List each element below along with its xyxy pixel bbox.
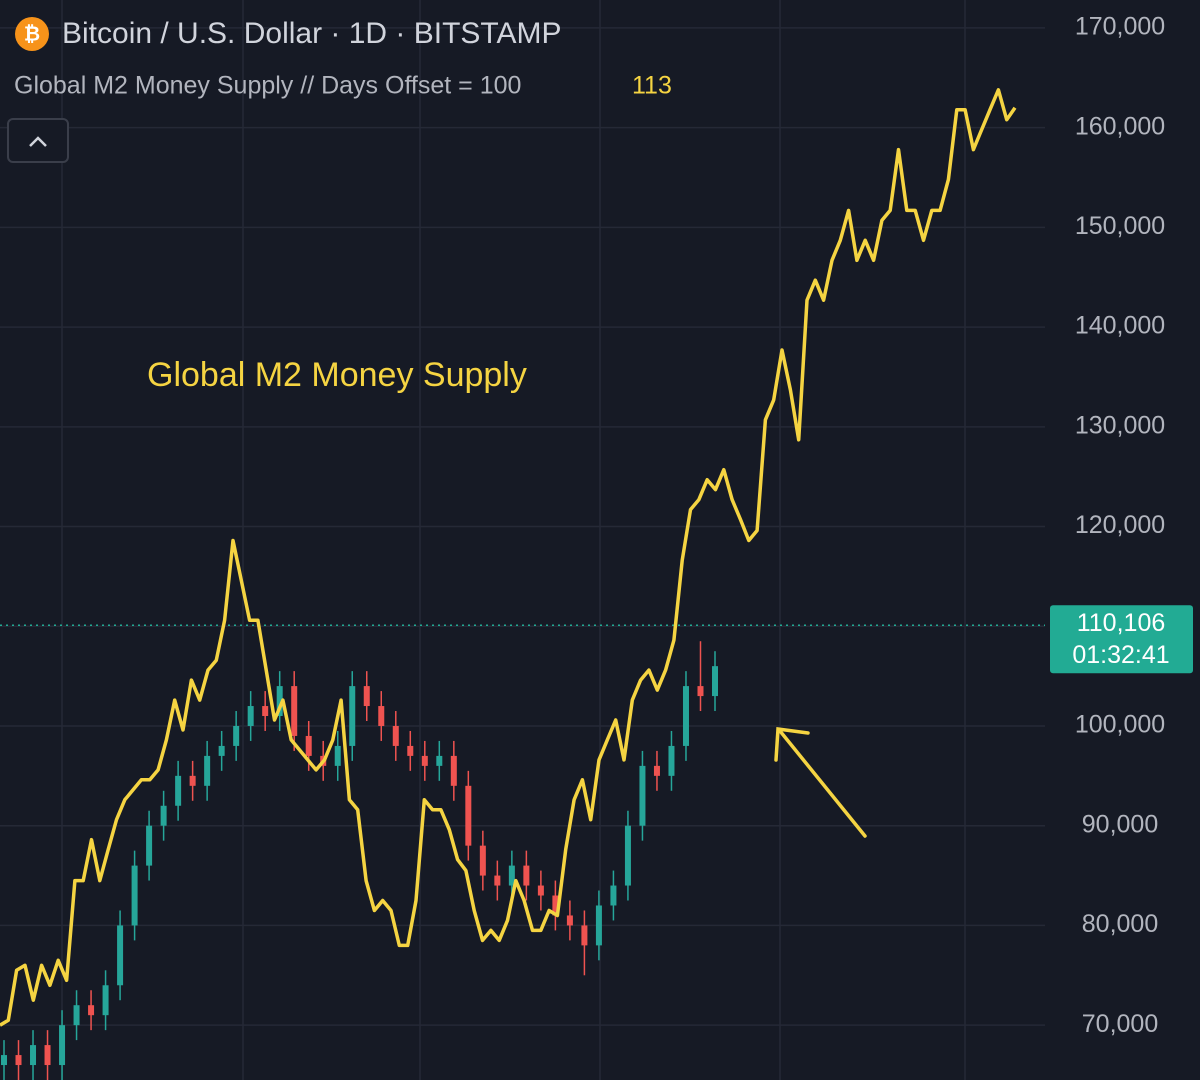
overlay: ₿ Bitcoin / U.S. Dollar · 1D · BITSTAMP … [7, 17, 867, 838]
candle-body [204, 755, 211, 786]
candle-body [581, 925, 588, 946]
symbol-icon-bg [15, 17, 49, 51]
symbol-icon: ₿ [24, 23, 40, 45]
candle-body [117, 925, 124, 986]
candle-body [262, 706, 269, 717]
indicator-value: 113 [632, 72, 672, 100]
candle-body [407, 745, 414, 756]
candle-body [160, 805, 167, 826]
candle-body [73, 1005, 80, 1026]
candle-body [465, 785, 472, 846]
y-tick-label: 160,000 [1075, 112, 1165, 140]
y-tick-label: 90,000 [1082, 810, 1158, 838]
candle-body [30, 1045, 37, 1066]
last-price-box [1050, 605, 1193, 674]
candle-body [189, 775, 196, 786]
y-tick-label: 120,000 [1075, 511, 1165, 539]
countdown: 01:32:41 [1072, 641, 1169, 669]
candle-body [523, 865, 530, 886]
candle-body [436, 755, 443, 766]
candle-body [131, 865, 138, 926]
y-tick-label: 130,000 [1075, 411, 1165, 439]
m2-line [0, 88, 1017, 1027]
arrow-head [774, 727, 810, 762]
candle-body [624, 825, 631, 886]
candle-body [88, 1005, 95, 1016]
candle-body [610, 885, 617, 906]
candle-body [595, 905, 602, 946]
candle-body [146, 825, 153, 866]
candle-body [479, 845, 486, 876]
arrow-shaft [778, 729, 867, 838]
last-price-label: 110,106 [1077, 609, 1166, 637]
candle-body [653, 765, 660, 776]
candle-body [421, 755, 428, 766]
candle-body [334, 745, 341, 766]
vertical-grid [61, 0, 966, 1080]
candle-body [291, 686, 298, 736]
collapse-button[interactable] [7, 118, 69, 163]
candle-body [378, 706, 385, 726]
candle-body [44, 1045, 51, 1066]
annotation: Global M2 Money Supply [147, 356, 527, 394]
candle-body [305, 735, 312, 756]
candle-body [508, 865, 515, 886]
y-tick-label: 170,000 [1075, 13, 1165, 41]
y-tick-label: 150,000 [1075, 212, 1165, 240]
candle-body [712, 666, 718, 697]
candle-body [102, 985, 109, 1016]
candle-body [15, 1055, 22, 1066]
arrow [774, 727, 867, 838]
candle-body [363, 686, 370, 707]
price-axis: 70,00080,00090,000100,000110,000120,0001… [1050, 13, 1193, 1038]
candle-body [566, 915, 573, 926]
candle-body [697, 686, 704, 697]
candle-body [494, 875, 501, 886]
y-tick-label: 80,000 [1082, 910, 1158, 938]
candle-body [175, 775, 182, 806]
candle-body [1, 1055, 7, 1066]
y-tick-label: 140,000 [1075, 312, 1165, 340]
candle-body [233, 725, 240, 746]
candle-body [639, 765, 646, 826]
collapse-icon [29, 136, 47, 147]
candle-body [552, 895, 559, 916]
candle-body [450, 755, 457, 786]
candle-body [59, 1025, 66, 1066]
candle-body [682, 686, 689, 746]
indicator-label: Global M2 Money Supply // Days Offset = … [14, 72, 521, 100]
y-tick-label: 100,000 [1075, 711, 1165, 739]
candle-body [537, 885, 544, 896]
candle-body [247, 706, 254, 726]
candle-body [276, 686, 283, 717]
y-tick-label: 70,000 [1082, 1010, 1158, 1038]
candle-body [218, 745, 225, 756]
candles [1, 641, 718, 1080]
lines [0, 88, 1017, 1027]
candle-body [668, 745, 675, 776]
chart-title: Bitcoin / U.S. Dollar · 1D · BITSTAMP [62, 17, 562, 50]
candle-body [349, 686, 356, 746]
candle-body [392, 725, 399, 746]
grid [0, 27, 1045, 1026]
